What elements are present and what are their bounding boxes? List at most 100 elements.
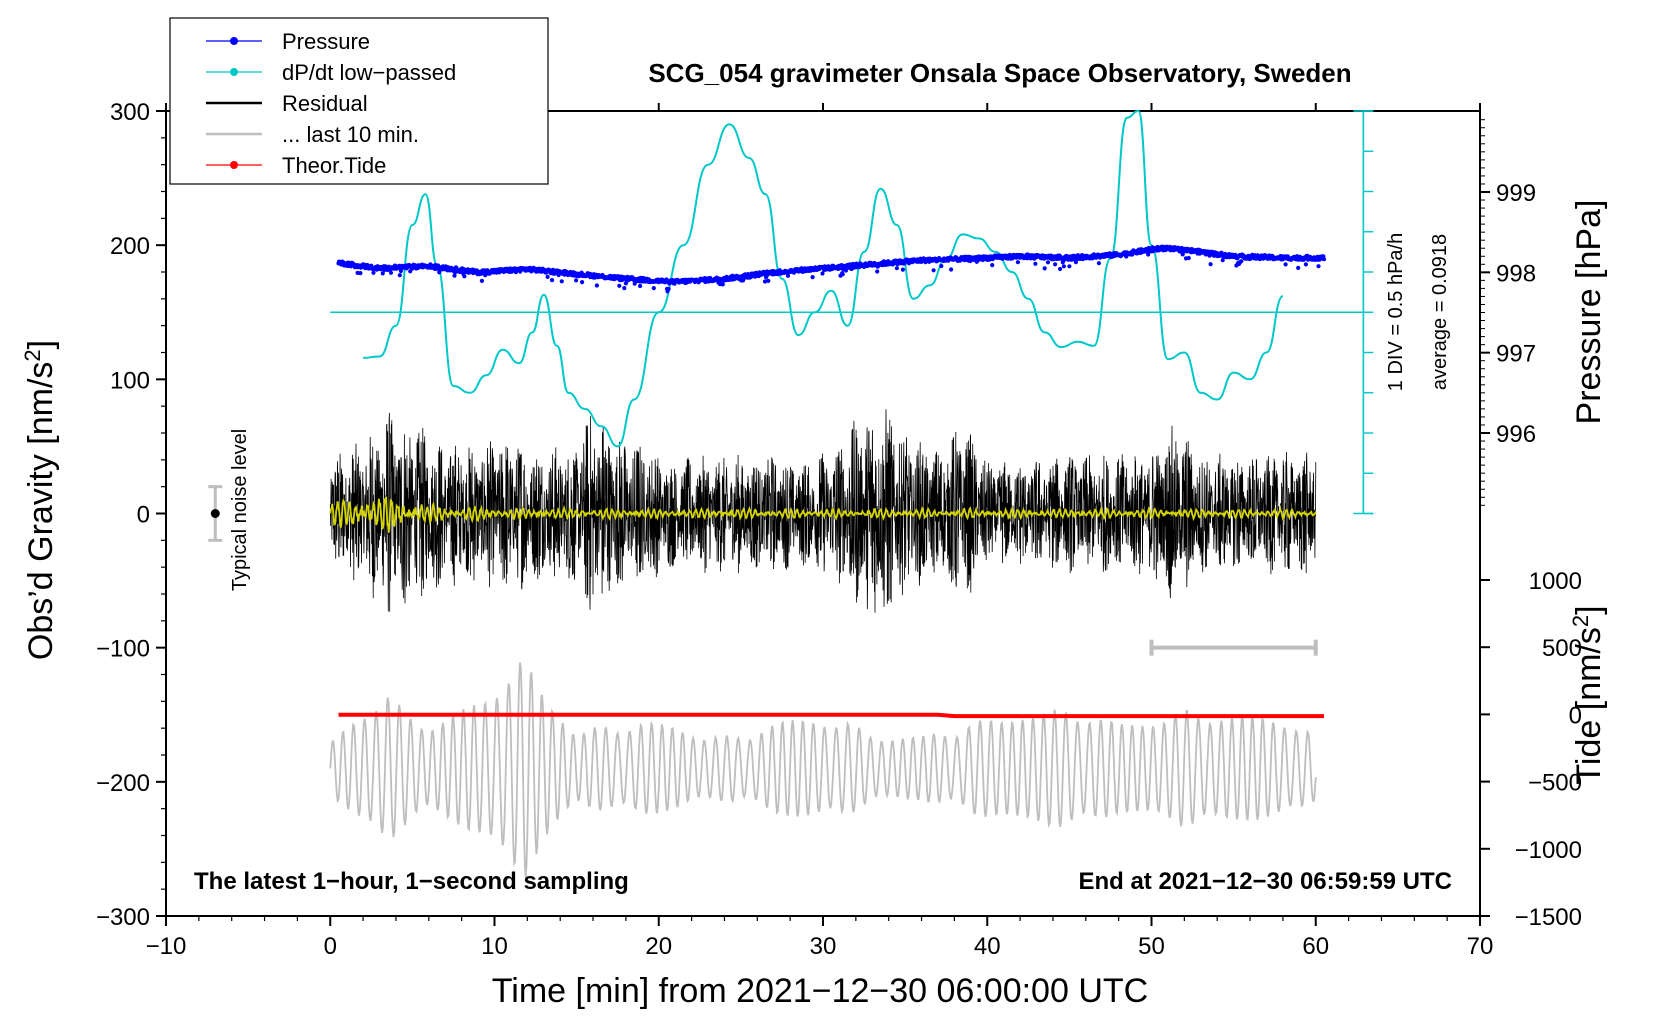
pressure-point: [1015, 260, 1021, 265]
last10-series: [329, 662, 1317, 878]
left-tick-label: −100: [96, 636, 150, 663]
pressure-series: [336, 244, 1327, 294]
legend-label: ... last 10 min.: [282, 122, 419, 147]
noise-bar-dot: [210, 509, 220, 518]
pressure-point: [766, 278, 771, 283]
tide-axis-title-sup: 2: [1568, 615, 1593, 627]
left-tick-label: 300: [110, 99, 150, 126]
pressure-point: [623, 281, 629, 286]
x-tick-label: 60: [1302, 933, 1329, 960]
x-tick-label: 50: [1138, 933, 1165, 960]
tide-axis-title-end: ]: [1570, 605, 1608, 614]
pressure-point: [549, 278, 555, 283]
left-tick-label: 100: [110, 367, 150, 394]
x-tick-label: 40: [974, 933, 1001, 960]
pressure-point: [1239, 259, 1244, 264]
pressure-point: [594, 283, 600, 288]
pressure-point: [1067, 264, 1072, 269]
pressure-tick-label: 998: [1496, 260, 1536, 287]
x-axis-title: Time [min] from 2021−12−30 06:00:00 UTC: [492, 972, 1148, 1010]
pressure-point: [371, 270, 376, 275]
pressure-point: [1045, 260, 1051, 265]
dpdt-scale-axis: [1353, 110, 1374, 515]
pressure-point: [1316, 264, 1321, 269]
tide-tick-label: 1000: [1529, 568, 1582, 595]
pressure-point: [397, 273, 402, 278]
left-axis-title-end: ]: [22, 340, 60, 349]
legend-label: Pressure: [282, 29, 370, 54]
left-tick-label: 0: [137, 502, 150, 529]
pressure-point: [559, 279, 564, 284]
pressure-point: [388, 270, 394, 275]
pressure-point: [1303, 262, 1308, 267]
legend-box: [169, 17, 549, 185]
chart-title: SCG_054 gravimeter Onsala Space Observat…: [648, 58, 1351, 88]
left-tick-label: −200: [96, 770, 150, 797]
pressure-point: [1180, 252, 1185, 257]
pressure-point: [1186, 255, 1191, 261]
bottom-right-note: End at 2021−12−30 06:59:59 UTC: [1078, 868, 1452, 895]
pressure-point: [1296, 265, 1301, 270]
pressure-point: [875, 269, 880, 274]
pressure-point: [574, 278, 579, 283]
left-axis-title-main: Obs’d Gravity [nm/s: [22, 362, 60, 661]
dpdt-series: [363, 109, 1284, 448]
pressure-point: [462, 274, 467, 279]
legend-marker: [230, 68, 238, 76]
legend-marker: [230, 37, 238, 45]
pressure-point: [900, 267, 906, 272]
pressure-point: [1061, 264, 1066, 269]
residual-line: [329, 409, 1317, 613]
pressure-point: [398, 268, 403, 274]
residual-series: [329, 409, 1317, 613]
dpdt-average-label: average = 0.0918: [1429, 234, 1451, 390]
x-tick-label: −10: [146, 933, 187, 960]
pressure-point: [651, 286, 656, 291]
pressure-tick-label: 997: [1496, 341, 1536, 368]
pressure-point: [638, 283, 643, 289]
pressure-point: [545, 274, 550, 279]
pressure-point: [894, 266, 900, 271]
x-tick-label: 20: [645, 933, 672, 960]
legend-label: Theor.Tide: [282, 153, 386, 178]
lowpass-residual-line: [329, 496, 1317, 533]
pressure-point: [931, 268, 936, 273]
pressure-point: [617, 283, 622, 288]
tide-tick-label: −1500: [1515, 904, 1582, 931]
x-tick-label: 10: [481, 933, 508, 960]
pressure-point: [1058, 266, 1063, 272]
pressure-point: [1283, 262, 1288, 267]
pressure-point: [1208, 262, 1213, 267]
pressure-point: [949, 267, 954, 272]
pressure-point: [785, 273, 791, 278]
left-tick-label: −300: [96, 904, 150, 931]
pressure-point: [479, 278, 484, 283]
left-axis-title: Obs’d Gravity [nm/s2]: [20, 340, 60, 660]
dpdt-scale-label: 1 DIV = 0.5 hPa/h: [1385, 233, 1407, 391]
tide-line: [338, 712, 1324, 719]
pressure-point: [1073, 260, 1078, 265]
pressure-tick-label: 996: [1496, 421, 1536, 448]
x-tick-label: 0: [324, 933, 337, 960]
dpdt-line: [363, 109, 1284, 448]
tide-series: [338, 712, 1324, 719]
tide-axis-title-main: Tide [nm/s: [1570, 627, 1608, 784]
bottom-left-note: The latest 1−hour, 1−second sampling: [194, 868, 629, 895]
pressure-point: [762, 279, 768, 284]
noise-level-bar: [208, 485, 223, 542]
pressure-point: [380, 271, 385, 276]
x-tick-label: 30: [810, 933, 837, 960]
pressure-point: [358, 271, 363, 276]
x-tick-label: 70: [1467, 933, 1494, 960]
pressure-point: [580, 280, 585, 285]
pressure-point: [939, 263, 944, 269]
pressure-point: [990, 263, 995, 268]
pressure-point: [1053, 262, 1058, 267]
legend-label: Residual: [282, 91, 368, 116]
legend-marker: [230, 161, 238, 169]
noise-level-label: Typical noise level: [229, 429, 251, 591]
pressure-axis-title: Pressure [hPa]: [1570, 200, 1608, 425]
pressure-point: [840, 272, 845, 277]
pressure-point: [452, 273, 457, 278]
tide-tick-label: 500: [1542, 635, 1582, 662]
